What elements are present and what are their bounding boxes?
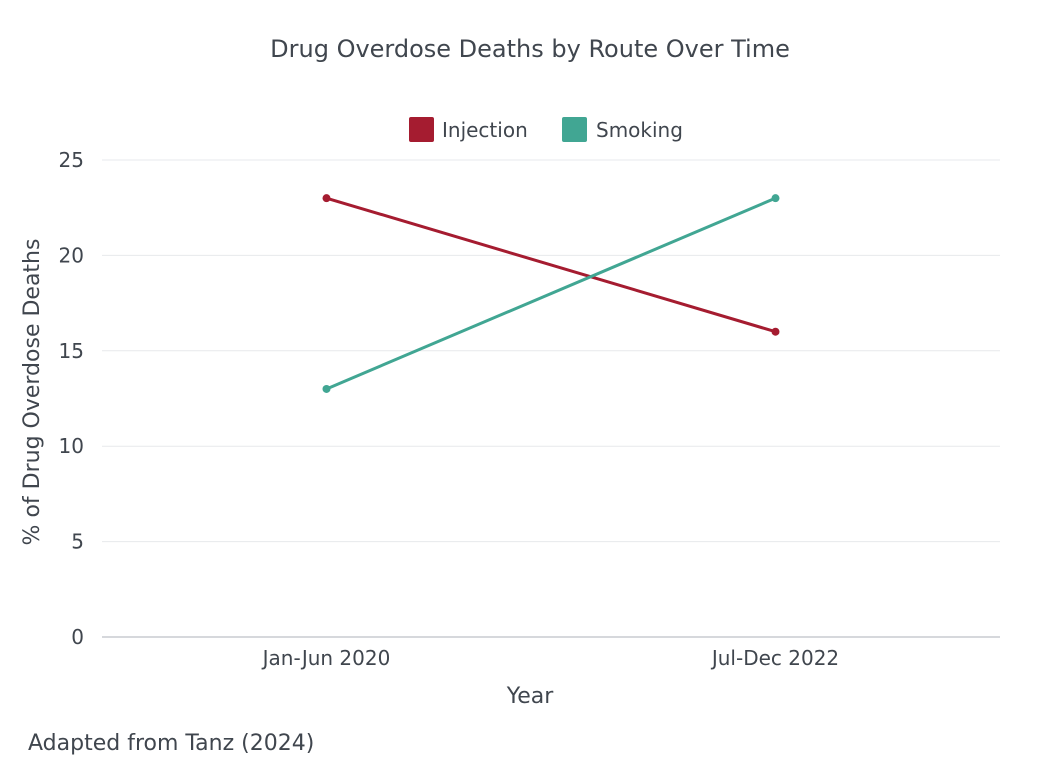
- data-point-smoking-1: [771, 194, 780, 203]
- series-line-smoking: [325, 196, 777, 391]
- series-layer: [322, 194, 780, 393]
- y-tick-label: 20: [59, 243, 84, 267]
- data-point-injection-0: [322, 194, 331, 203]
- x-axis-title: Year: [506, 684, 555, 709]
- axis-layer: 0 5 10 15 20 25 Jan-Jun 2020 Jul-Dec 2022: [59, 148, 840, 670]
- chart-title: Drug Overdose Deaths by Route Over Time: [270, 35, 790, 63]
- y-axis-title: % of Drug Overdose Deaths: [20, 239, 45, 546]
- x-tick-label: Jul-Dec 2022: [710, 646, 839, 670]
- source-note: Adapted from Tanz (2024): [28, 731, 314, 756]
- y-tick-label: 5: [71, 530, 84, 554]
- y-tick-label: 15: [59, 339, 84, 363]
- legend-swatch-injection: [409, 117, 434, 142]
- legend-swatch-smoking: [562, 117, 587, 142]
- y-tick-label: 25: [59, 148, 84, 172]
- data-point-smoking-0: [322, 384, 331, 393]
- legend-label-smoking: Smoking: [596, 118, 683, 142]
- grid-layer: [102, 159, 1000, 638]
- y-tick-label: 10: [59, 434, 84, 458]
- y-tick-label: 0: [71, 625, 84, 649]
- legend-label-injection: Injection: [442, 118, 528, 142]
- series-line-injection: [325, 196, 777, 334]
- legend: Injection Smoking: [409, 117, 683, 142]
- data-point-injection-1: [771, 327, 780, 336]
- x-tick-label: Jan-Jun 2020: [261, 646, 391, 670]
